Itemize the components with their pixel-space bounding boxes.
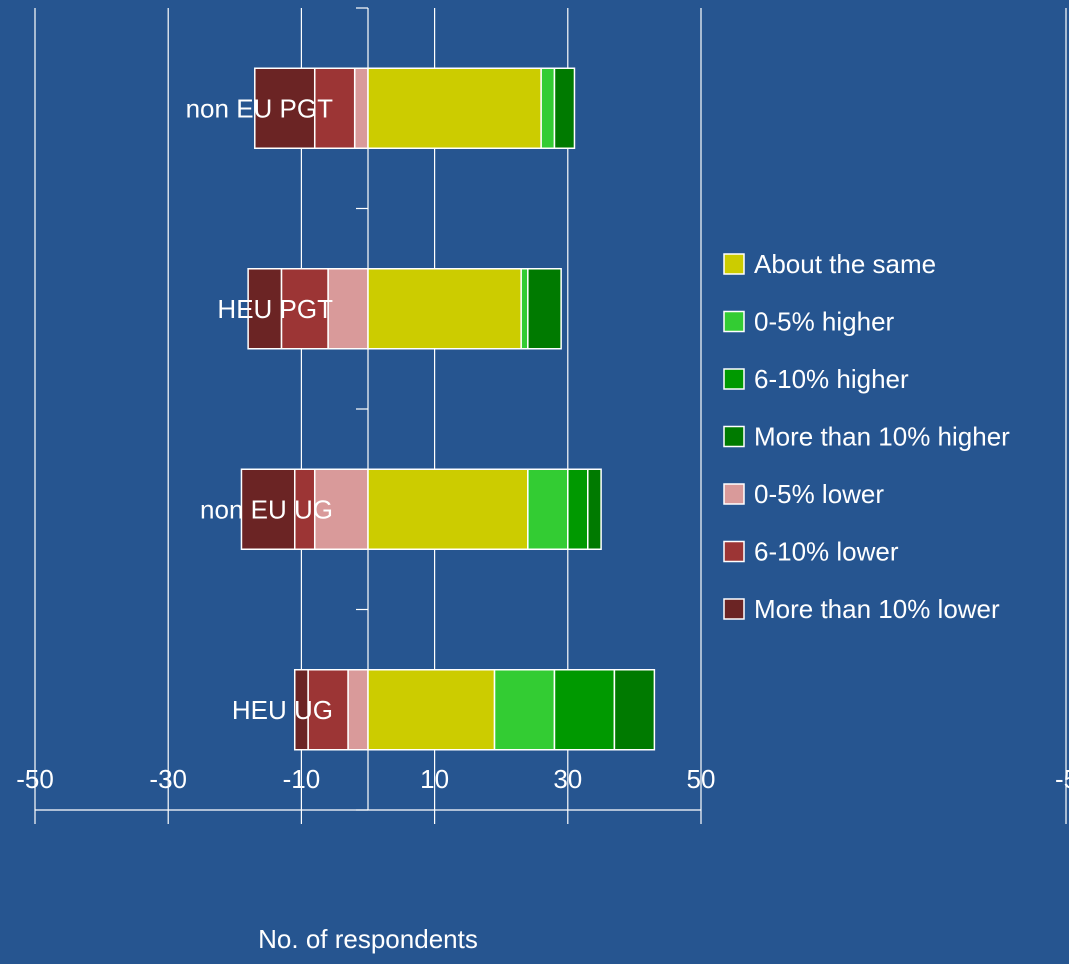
x-tick-label: 50 [687, 764, 716, 794]
legend-swatch [723, 253, 745, 275]
bar-segment [520, 268, 529, 350]
bar-segment [367, 67, 542, 149]
legend-label: 0-5% lower [754, 479, 884, 509]
bar-segment [553, 669, 616, 751]
axis-layer: -50 -30 -10 10 30 50 [16, 7, 716, 824]
clipped-tick-label: -5 [1055, 764, 1069, 794]
bar-segment [567, 468, 589, 550]
legend-label: About the same [754, 249, 936, 279]
bar-segment [254, 67, 316, 149]
x-axis-title: No. of respondents [258, 924, 478, 954]
legend-label: More than 10% higher [754, 422, 1010, 452]
x-tick-label: -30 [149, 764, 187, 794]
bar-segment [293, 669, 309, 751]
x-tick-label: 30 [553, 764, 582, 794]
bar-segment [540, 67, 556, 149]
bar-segment [367, 268, 522, 350]
x-tick-label: -50 [16, 764, 54, 794]
bar-segment [553, 67, 576, 149]
category-label-layer: non EU PGT HEU PGT non EU UG HEU UG [186, 93, 334, 725]
bar-segment [493, 669, 556, 751]
bar-segment [247, 268, 283, 350]
legend-swatch [723, 598, 745, 620]
bar-segment [313, 468, 369, 550]
x-tick-label: -10 [283, 764, 321, 794]
legend-label: 0-5% higher [754, 307, 895, 337]
category-label: HEU PGT [217, 294, 333, 324]
bar-segment [613, 669, 656, 751]
legend-swatch [723, 368, 745, 390]
bar-segment [347, 669, 369, 751]
bar-segment [240, 468, 296, 550]
bar-segment [367, 468, 529, 550]
legend-swatch [723, 310, 745, 333]
bar-segment [527, 468, 569, 550]
category-label: HEU UG [232, 695, 333, 725]
bar-segment [353, 67, 369, 149]
legend-label: 6-10% higher [754, 364, 909, 394]
x-tick-label: 10 [420, 764, 449, 794]
category-label: non EU UG [200, 494, 333, 524]
legend-swatch [723, 483, 745, 505]
legend-swatch [723, 425, 745, 448]
legend-swatch [723, 540, 745, 563]
bar-segment [587, 468, 602, 550]
bar-segment [280, 268, 329, 350]
bar-segment [527, 268, 562, 350]
legend-label: 6-10% lower [754, 537, 899, 567]
bar-segment [327, 268, 369, 350]
legend: About the same 0-5% higher 6-10% higher Mor… [723, 249, 1010, 624]
legend-label: More than 10% lower [754, 594, 1000, 624]
category-label: non EU PGT [186, 93, 334, 123]
bar-segment [367, 669, 496, 751]
bar-layer [240, 67, 656, 751]
